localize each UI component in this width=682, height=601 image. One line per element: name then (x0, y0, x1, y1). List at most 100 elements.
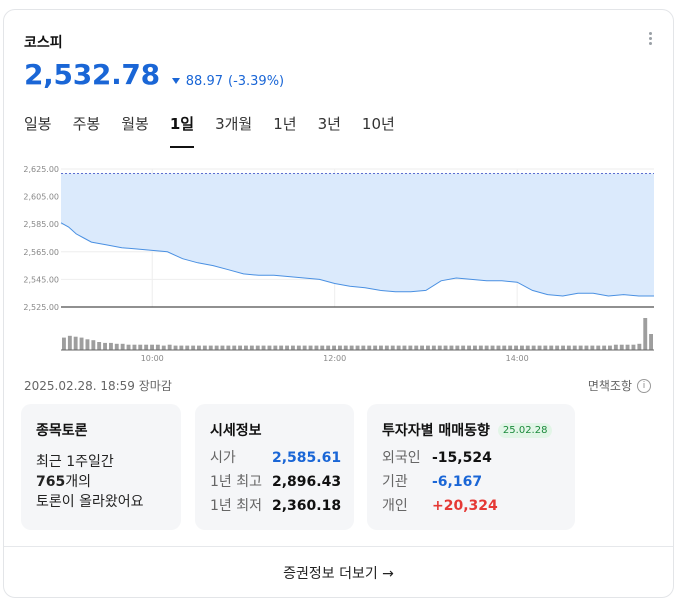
volume-bar (114, 343, 119, 350)
volume-bar (308, 345, 313, 350)
volume-bar (255, 345, 260, 350)
volume-bar (249, 345, 254, 350)
volume-bar (73, 336, 78, 350)
change-percent: (-3.39%) (228, 73, 285, 89)
row-label: 외국인 (382, 450, 421, 466)
volume-bar (167, 344, 172, 350)
volume-bar (185, 345, 190, 350)
open-value: 2,585.61 (272, 450, 342, 466)
market-info-panel[interactable]: 시세정보 시가 2,585.61 1년 최고 2,896.43 1년 최저 2,… (195, 404, 354, 530)
volume-bar (214, 345, 219, 350)
arrow-right-icon: → (382, 566, 394, 582)
volume-bar (138, 344, 143, 350)
volume-bar (132, 344, 137, 350)
stock-title: 코스피 (24, 35, 63, 51)
x-tick-label: 10:00 (141, 354, 164, 363)
more-stock-info-link[interactable]: 증권정보 더보기 → (4, 563, 673, 583)
price-line (60, 222, 654, 297)
volume-bar (402, 345, 407, 350)
volume-bar (414, 345, 419, 350)
volume-bar (420, 345, 424, 350)
discussion-count: 765 (36, 474, 66, 490)
investor-rows: 외국인 -15,524 기관 -6,167 개인 +20,324 (382, 446, 498, 518)
volume-bar (566, 345, 571, 350)
volume-bar (191, 345, 196, 350)
volume-bar (508, 345, 513, 350)
more-options-icon[interactable] (647, 32, 653, 48)
volume-bar (267, 345, 272, 350)
volume-bar (613, 344, 618, 350)
volume-bar (643, 318, 648, 350)
change-amount: 88.97 (185, 73, 223, 89)
volume-bar (85, 339, 90, 350)
y-tick-label: 2,545.00 (23, 275, 59, 284)
volume-bar (279, 345, 284, 350)
volume-bar (549, 345, 554, 350)
volume-bar (619, 344, 624, 350)
volume-bar (226, 345, 231, 350)
y-tick-label: 2,625.00 (23, 165, 59, 174)
volume-bar (437, 345, 442, 350)
volume-bar (120, 343, 125, 350)
volume-bar (238, 345, 242, 350)
volume-bar (155, 344, 160, 350)
down-triangle-icon (171, 78, 180, 84)
row-label: 1년 최고 (210, 474, 262, 490)
disclaimer-label: 면책조항 (587, 379, 632, 393)
market-info-row-open: 시가 2,585.61 (210, 446, 341, 470)
volume-bar (161, 345, 166, 350)
volume-bar (520, 345, 524, 350)
volume-bar (537, 345, 542, 350)
row-label: 개인 (382, 498, 408, 514)
volume-bar (67, 335, 72, 350)
as-of-timestamp: 2025.02.28. 18:59 장마감 (24, 379, 172, 393)
volume-bar (608, 345, 612, 350)
volume-bar (367, 345, 372, 350)
tab-monthly-candle[interactable]: 월봉 (121, 115, 149, 133)
divider (4, 546, 673, 547)
intraday-chart[interactable]: 2,625.00 2,605.00 2,585.00 2,565.00 2,545.00… (4, 155, 675, 370)
volume-bar (361, 345, 366, 350)
volume-bar (584, 345, 589, 350)
volume-bar (496, 345, 501, 350)
tab-daily-candle[interactable]: 일봉 (24, 115, 52, 133)
tab-1-year[interactable]: 1년 (273, 115, 297, 133)
discussion-title: 종목토론 (36, 423, 88, 439)
volume-bar (449, 345, 454, 350)
volume-bar (490, 345, 495, 350)
volume-bar (531, 345, 536, 350)
volume-bar (473, 345, 477, 350)
tab-3-years[interactable]: 3년 (317, 115, 341, 133)
investor-trading-panel[interactable]: 투자자별 매매동향 25.02.28 외국인 -15,524 기관 -6,167… (367, 404, 575, 530)
market-info-rows: 시가 2,585.61 1년 최고 2,896.43 1년 최저 2,360.1… (210, 446, 341, 518)
volume-bar (625, 344, 630, 350)
volume-bar (396, 345, 401, 350)
disclaimer-link[interactable]: 면책조항 i (588, 377, 651, 394)
volume-bar (373, 345, 378, 350)
individual-value: +20,324 (432, 498, 498, 514)
more-stock-info-label: 증권정보 더보기 (283, 566, 378, 582)
volume-bar (109, 342, 113, 350)
volume-bar (179, 345, 184, 350)
volume-bar (525, 345, 530, 350)
volume-bar (355, 345, 360, 350)
volume-bar (543, 345, 548, 350)
volume-bar (426, 345, 430, 350)
y-tick-label: 2,585.00 (23, 220, 59, 229)
below-prev-close-area (61, 173, 654, 296)
volume-bar (202, 345, 207, 350)
volume-bar (461, 345, 466, 350)
volume-bar (79, 337, 84, 350)
tab-3-months[interactable]: 3개월 (215, 115, 253, 133)
stock-card: 코스피 2,532.78 88.97 (-3.39%) 일봉 주봉 월봉 1일 … (3, 9, 674, 598)
tab-10-years[interactable]: 10년 (361, 115, 395, 133)
tab-1-day[interactable]: 1일 (169, 113, 195, 148)
date-badge: 25.02.28 (497, 422, 553, 438)
tab-weekly-candle[interactable]: 주봉 (72, 115, 101, 133)
info-icon[interactable]: i (637, 378, 651, 393)
discussion-panel[interactable]: 종목토론 최근 1주일간 765개의 토론이 올라왔어요 (21, 404, 181, 530)
volume-bar (455, 345, 460, 350)
volume-bar (173, 345, 178, 350)
volume-bar (285, 345, 289, 350)
volume-bar (431, 345, 436, 350)
